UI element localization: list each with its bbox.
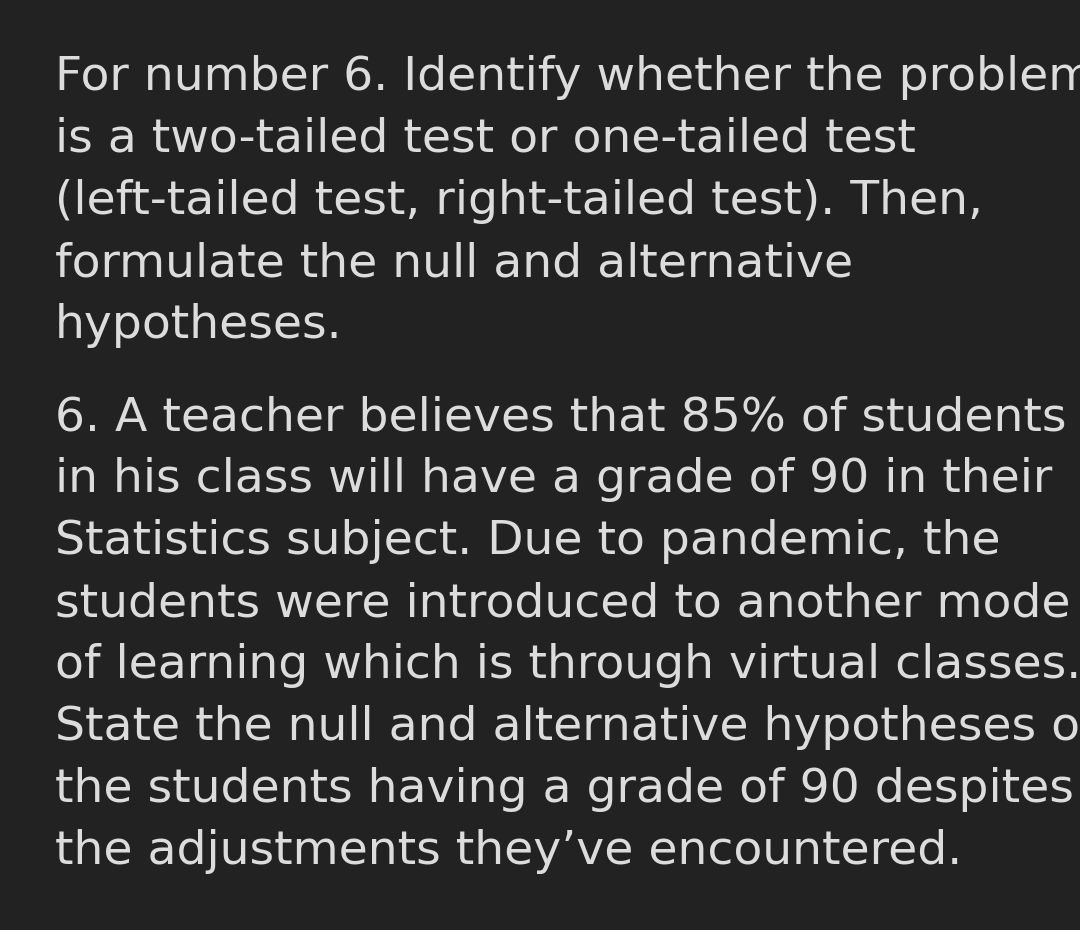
Text: of learning which is through virtual classes.: of learning which is through virtual cla… <box>55 643 1080 688</box>
Text: the students having a grade of 90 despites: the students having a grade of 90 despit… <box>55 767 1074 812</box>
Text: State the null and alternative hypotheses of: State the null and alternative hypothese… <box>55 705 1080 750</box>
Text: formulate the null and alternative: formulate the null and alternative <box>55 241 853 286</box>
Text: 6. A teacher believes that 85% of students: 6. A teacher believes that 85% of studen… <box>55 395 1067 440</box>
Text: students were introduced to another mode: students were introduced to another mode <box>55 581 1070 626</box>
Text: in his class will have a grade of 90 in their: in his class will have a grade of 90 in … <box>55 457 1052 502</box>
Text: Statistics subject. Due to pandemic, the: Statistics subject. Due to pandemic, the <box>55 519 1000 564</box>
Text: is a two-tailed test or one-tailed test: is a two-tailed test or one-tailed test <box>55 117 916 162</box>
Text: (left-tailed test, right-tailed test). Then,: (left-tailed test, right-tailed test). T… <box>55 179 983 224</box>
Text: the adjustments they’ve encountered.: the adjustments they’ve encountered. <box>55 829 962 874</box>
Text: hypotheses.: hypotheses. <box>55 303 342 348</box>
Text: For number 6. Identify whether the problem: For number 6. Identify whether the probl… <box>55 55 1080 100</box>
